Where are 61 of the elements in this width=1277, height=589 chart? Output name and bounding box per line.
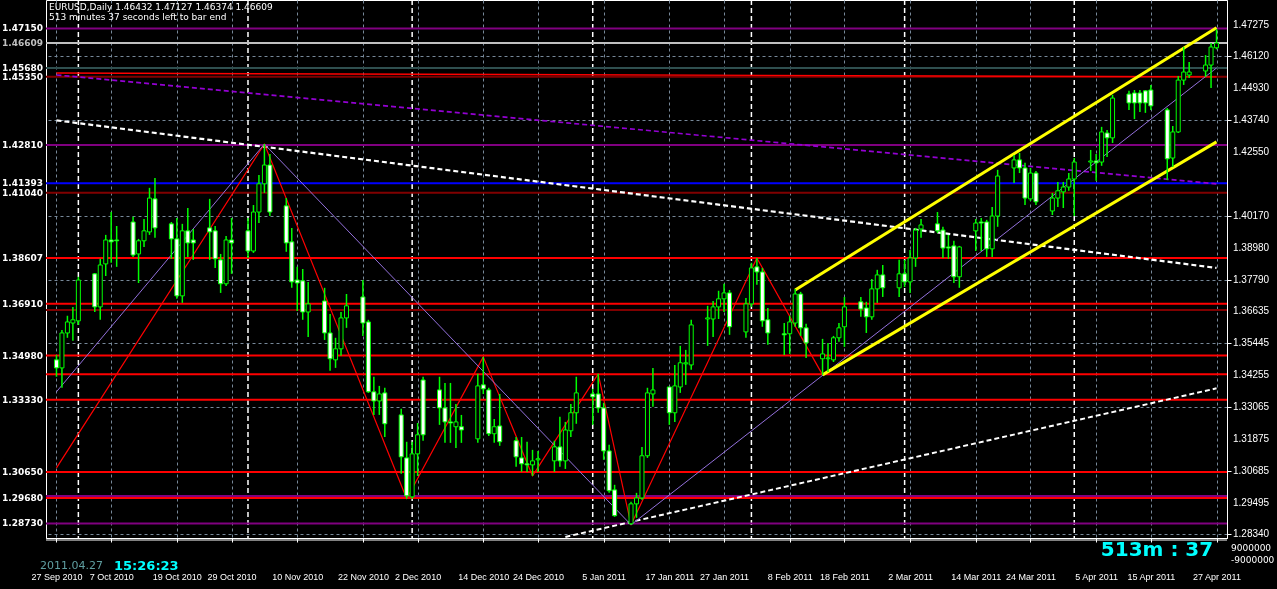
- x-tick-label: 15 Apr 2011: [1127, 571, 1176, 582]
- x-tick-label: 2 Mar 2011: [888, 571, 934, 582]
- ref-line-label: 1.41393: [2, 178, 43, 189]
- y-tick-label: 1.44930: [1233, 82, 1270, 94]
- ref-line-label: 1.41040: [2, 187, 43, 198]
- x-tick-label: 14 Mar 2011: [951, 571, 1002, 582]
- y-tick-label: 1.31875: [1233, 432, 1270, 444]
- text: 2011.04.27: [40, 559, 103, 572]
- x-tick-label: 24 Dec 2010: [512, 571, 565, 582]
- text: 513 minutes 37 seconds left to bar end: [49, 12, 227, 22]
- x-tick-label: 5 Apr 2011: [1075, 571, 1119, 582]
- line-series: [55, 67, 1218, 526]
- ref-line-label: 1.45680: [2, 62, 43, 73]
- ref-line-label: 1.42810: [2, 140, 43, 151]
- ref-line-label: 1.47150: [2, 23, 43, 34]
- x-tick-label: 27 Sep 2010: [31, 571, 83, 582]
- y-tick-label: 1.33065: [1233, 400, 1270, 412]
- x-tick-label: 29 Oct 2010: [207, 571, 257, 582]
- y-tick-label: 1.40170: [1233, 210, 1270, 222]
- text: 9000000: [1231, 543, 1272, 553]
- x-tick-label: 19 Oct 2010: [152, 571, 202, 582]
- ref-line-label: 1.34980: [2, 350, 43, 361]
- x-tick-label: 2 Dec 2010: [395, 571, 442, 582]
- ref-line-label: 1.46609: [2, 38, 43, 49]
- x-tick-label: 5 Jan 2011: [582, 571, 627, 582]
- chart-title: EURUSD,Daily 1.46432 1.47127 1.46374 1.46609: [49, 2, 273, 12]
- x-tick-label: 24 Mar 2011: [1006, 571, 1056, 582]
- y-tick-label: 1.47275: [1233, 19, 1270, 31]
- y-tick-label: 1.34255: [1233, 369, 1270, 381]
- x-tick-label: 10 Nov 2010: [272, 571, 324, 582]
- y-tick-label: 1.30685: [1233, 464, 1270, 476]
- candlestick: [535, 450, 541, 473]
- ref-line-label: 1.29680: [2, 492, 43, 503]
- x-tick-label: 8 Feb 2011: [767, 571, 813, 582]
- x-tick-label: 7 Oct 2010: [89, 571, 134, 582]
- x-tick-label: 27 Apr 2011: [1193, 571, 1241, 582]
- y-tick-label: 1.46120: [1233, 50, 1270, 62]
- x-tick-label: 27 Jan 2011: [700, 571, 749, 582]
- text: 15:26:23: [114, 558, 179, 573]
- x-tick-label: 22 Nov 2010: [337, 571, 389, 582]
- text: -9000000: [1231, 555, 1275, 565]
- y-tick-label: 1.28340: [1233, 527, 1270, 539]
- y-tick-label: 1.35445: [1233, 337, 1270, 349]
- y-tick-label: 1.37790: [1233, 274, 1270, 286]
- ref-line-label: 1.28730: [2, 518, 43, 529]
- x-tick-label: 17 Jan 2011: [645, 571, 695, 582]
- y-tick-label: 1.29495: [1233, 496, 1270, 508]
- candlestick: [841, 296, 847, 348]
- y-tick-label: 1.36635: [1233, 305, 1270, 317]
- ref-line-label: 1.33330: [2, 394, 43, 405]
- ref-line-label: 1.30650: [2, 466, 43, 477]
- y-tick-label: 1.42550: [1233, 146, 1270, 158]
- ref-line-label: 1.38607: [2, 253, 43, 264]
- y-tick-label: 1.38980: [1233, 242, 1270, 254]
- y-tick-label: 1.43740: [1233, 114, 1270, 126]
- x-tick-label: 14 Dec 2010: [458, 571, 510, 582]
- candlestick: [513, 436, 519, 468]
- annotation: 513m : 37: [1100, 537, 1214, 561]
- ref-line-label: 1.36910: [2, 298, 43, 309]
- x-tick-label: 18 Feb 2011: [820, 571, 870, 582]
- ref-line-label: 1.45350: [2, 71, 43, 82]
